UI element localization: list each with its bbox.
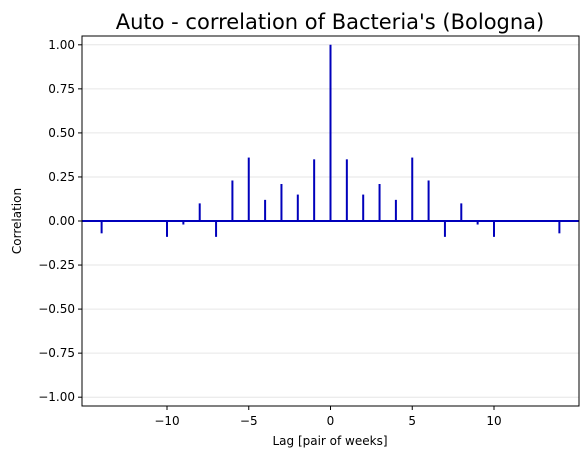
y-tick-label: 0.00 xyxy=(48,214,75,228)
y-tick-label: 0.75 xyxy=(48,82,75,96)
y-tick-label: 1.00 xyxy=(48,38,75,52)
y-tick-label: −1.00 xyxy=(38,390,75,404)
x-axis-label: Lag [pair of weeks] xyxy=(272,434,387,448)
chart-title: Auto - correlation of Bacteria's (Bologn… xyxy=(116,10,545,34)
x-tick-label: −5 xyxy=(240,414,258,428)
x-tick-label: −10 xyxy=(154,414,179,428)
y-tick-label: −0.50 xyxy=(38,302,75,316)
x-tick-label: 10 xyxy=(486,414,501,428)
y-tick-label: −0.25 xyxy=(38,258,75,272)
y-tick-label: 0.25 xyxy=(48,170,75,184)
x-axis-ticks: −10 −5 0 5 10 xyxy=(154,406,502,428)
stem-series xyxy=(82,44,579,237)
y-axis-ticks: 1.00 0.75 0.50 0.25 0.00 −0.25 −0.50 −0.75 −1.00 xyxy=(38,38,82,404)
plot-frame xyxy=(81,35,580,407)
y-tick-label: 0.50 xyxy=(48,126,75,140)
y-axis-label: Correlation xyxy=(10,188,24,254)
x-tick-label: 0 xyxy=(327,414,335,428)
x-tick-label: 5 xyxy=(408,414,416,428)
y-tick-label: −0.75 xyxy=(38,346,75,360)
